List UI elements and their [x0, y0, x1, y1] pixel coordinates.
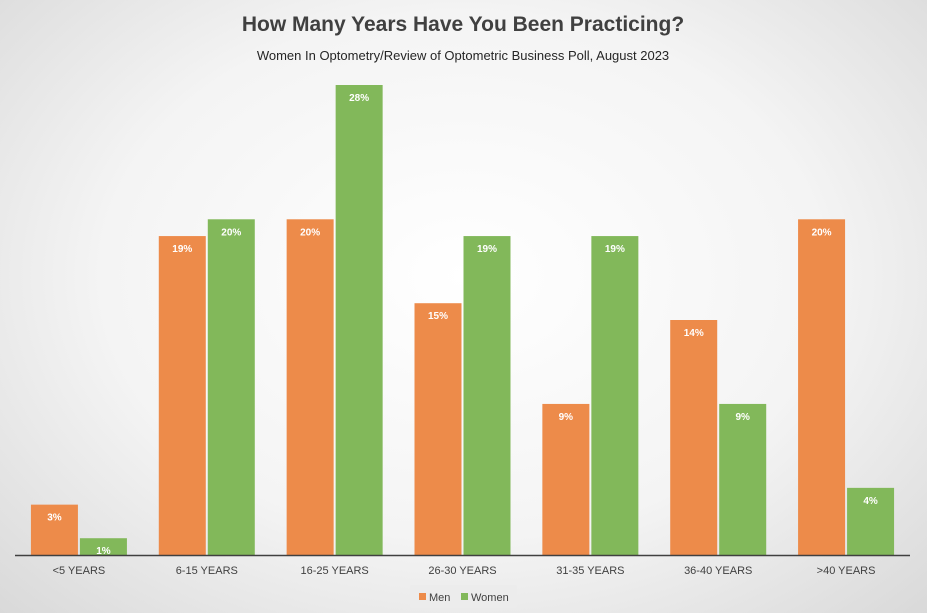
bars-group	[30, 85, 895, 556]
x-tick-labels-group: <5 YEARS 6-15 YEARS 16-25 YEARS 26-30 YEARS…	[53, 565, 876, 577]
data-label-women-5: 9%	[735, 412, 750, 423]
bar-men-2	[286, 219, 334, 556]
data-label-men-1: 19%	[172, 244, 192, 255]
legend-label-men: Men	[429, 592, 450, 604]
legend-swatch-men	[419, 593, 426, 600]
bar-women-2	[335, 85, 383, 555]
chart-subtitle: Women In Optometry/Review of Optometric …	[257, 48, 669, 63]
bar-women-4	[591, 236, 639, 556]
data-label-women-3: 19%	[477, 244, 497, 255]
legend-label-women: Women	[471, 592, 509, 604]
data-label-women-1: 20%	[221, 227, 241, 238]
x-tick-label-1: 6-15 YEARS	[176, 565, 238, 577]
data-label-women-2: 28%	[349, 93, 369, 104]
bar-men-4	[542, 403, 590, 555]
data-label-men-0: 3%	[47, 513, 62, 524]
data-label-men-5: 14%	[684, 328, 704, 339]
legend-swatch-women	[461, 593, 468, 600]
bar-women-6	[847, 487, 895, 555]
legend: Men Women	[410, 585, 517, 608]
data-label-men-4: 9%	[559, 412, 574, 423]
bar-men-6	[798, 219, 846, 556]
bar-women-5	[719, 403, 767, 555]
chart-title: How Many Years Have You Been Practicing?	[242, 13, 684, 36]
data-label-men-2: 20%	[300, 227, 320, 238]
bar-women-3	[463, 236, 511, 556]
bar-women-1	[207, 219, 255, 556]
data-label-women-4: 19%	[605, 244, 625, 255]
bar-women-0	[79, 538, 127, 555]
x-tick-label-4: 31-35 YEARS	[556, 565, 624, 577]
bar-men-3	[414, 303, 462, 555]
bar-men-1	[158, 236, 206, 556]
data-label-women-6: 4%	[863, 496, 878, 507]
x-tick-label-6: >40 YEARS	[817, 565, 876, 577]
data-label-women-0: 1%	[96, 546, 111, 557]
data-labels-group: 3% 1% 19% 20% 20% 28% 15% 19% 9% 19% 14% 9% 20% 4%	[47, 93, 878, 557]
bar-men-0	[30, 504, 78, 555]
data-label-men-3: 15%	[428, 311, 448, 322]
data-label-men-6: 20%	[812, 227, 832, 238]
bar-men-5	[670, 320, 718, 555]
x-tick-label-5: 36-40 YEARS	[684, 565, 752, 577]
x-tick-label-3: 26-30 YEARS	[428, 565, 496, 577]
x-tick-label-2: 16-25 YEARS	[300, 565, 368, 577]
x-tick-label-0: <5 YEARS	[53, 565, 106, 577]
